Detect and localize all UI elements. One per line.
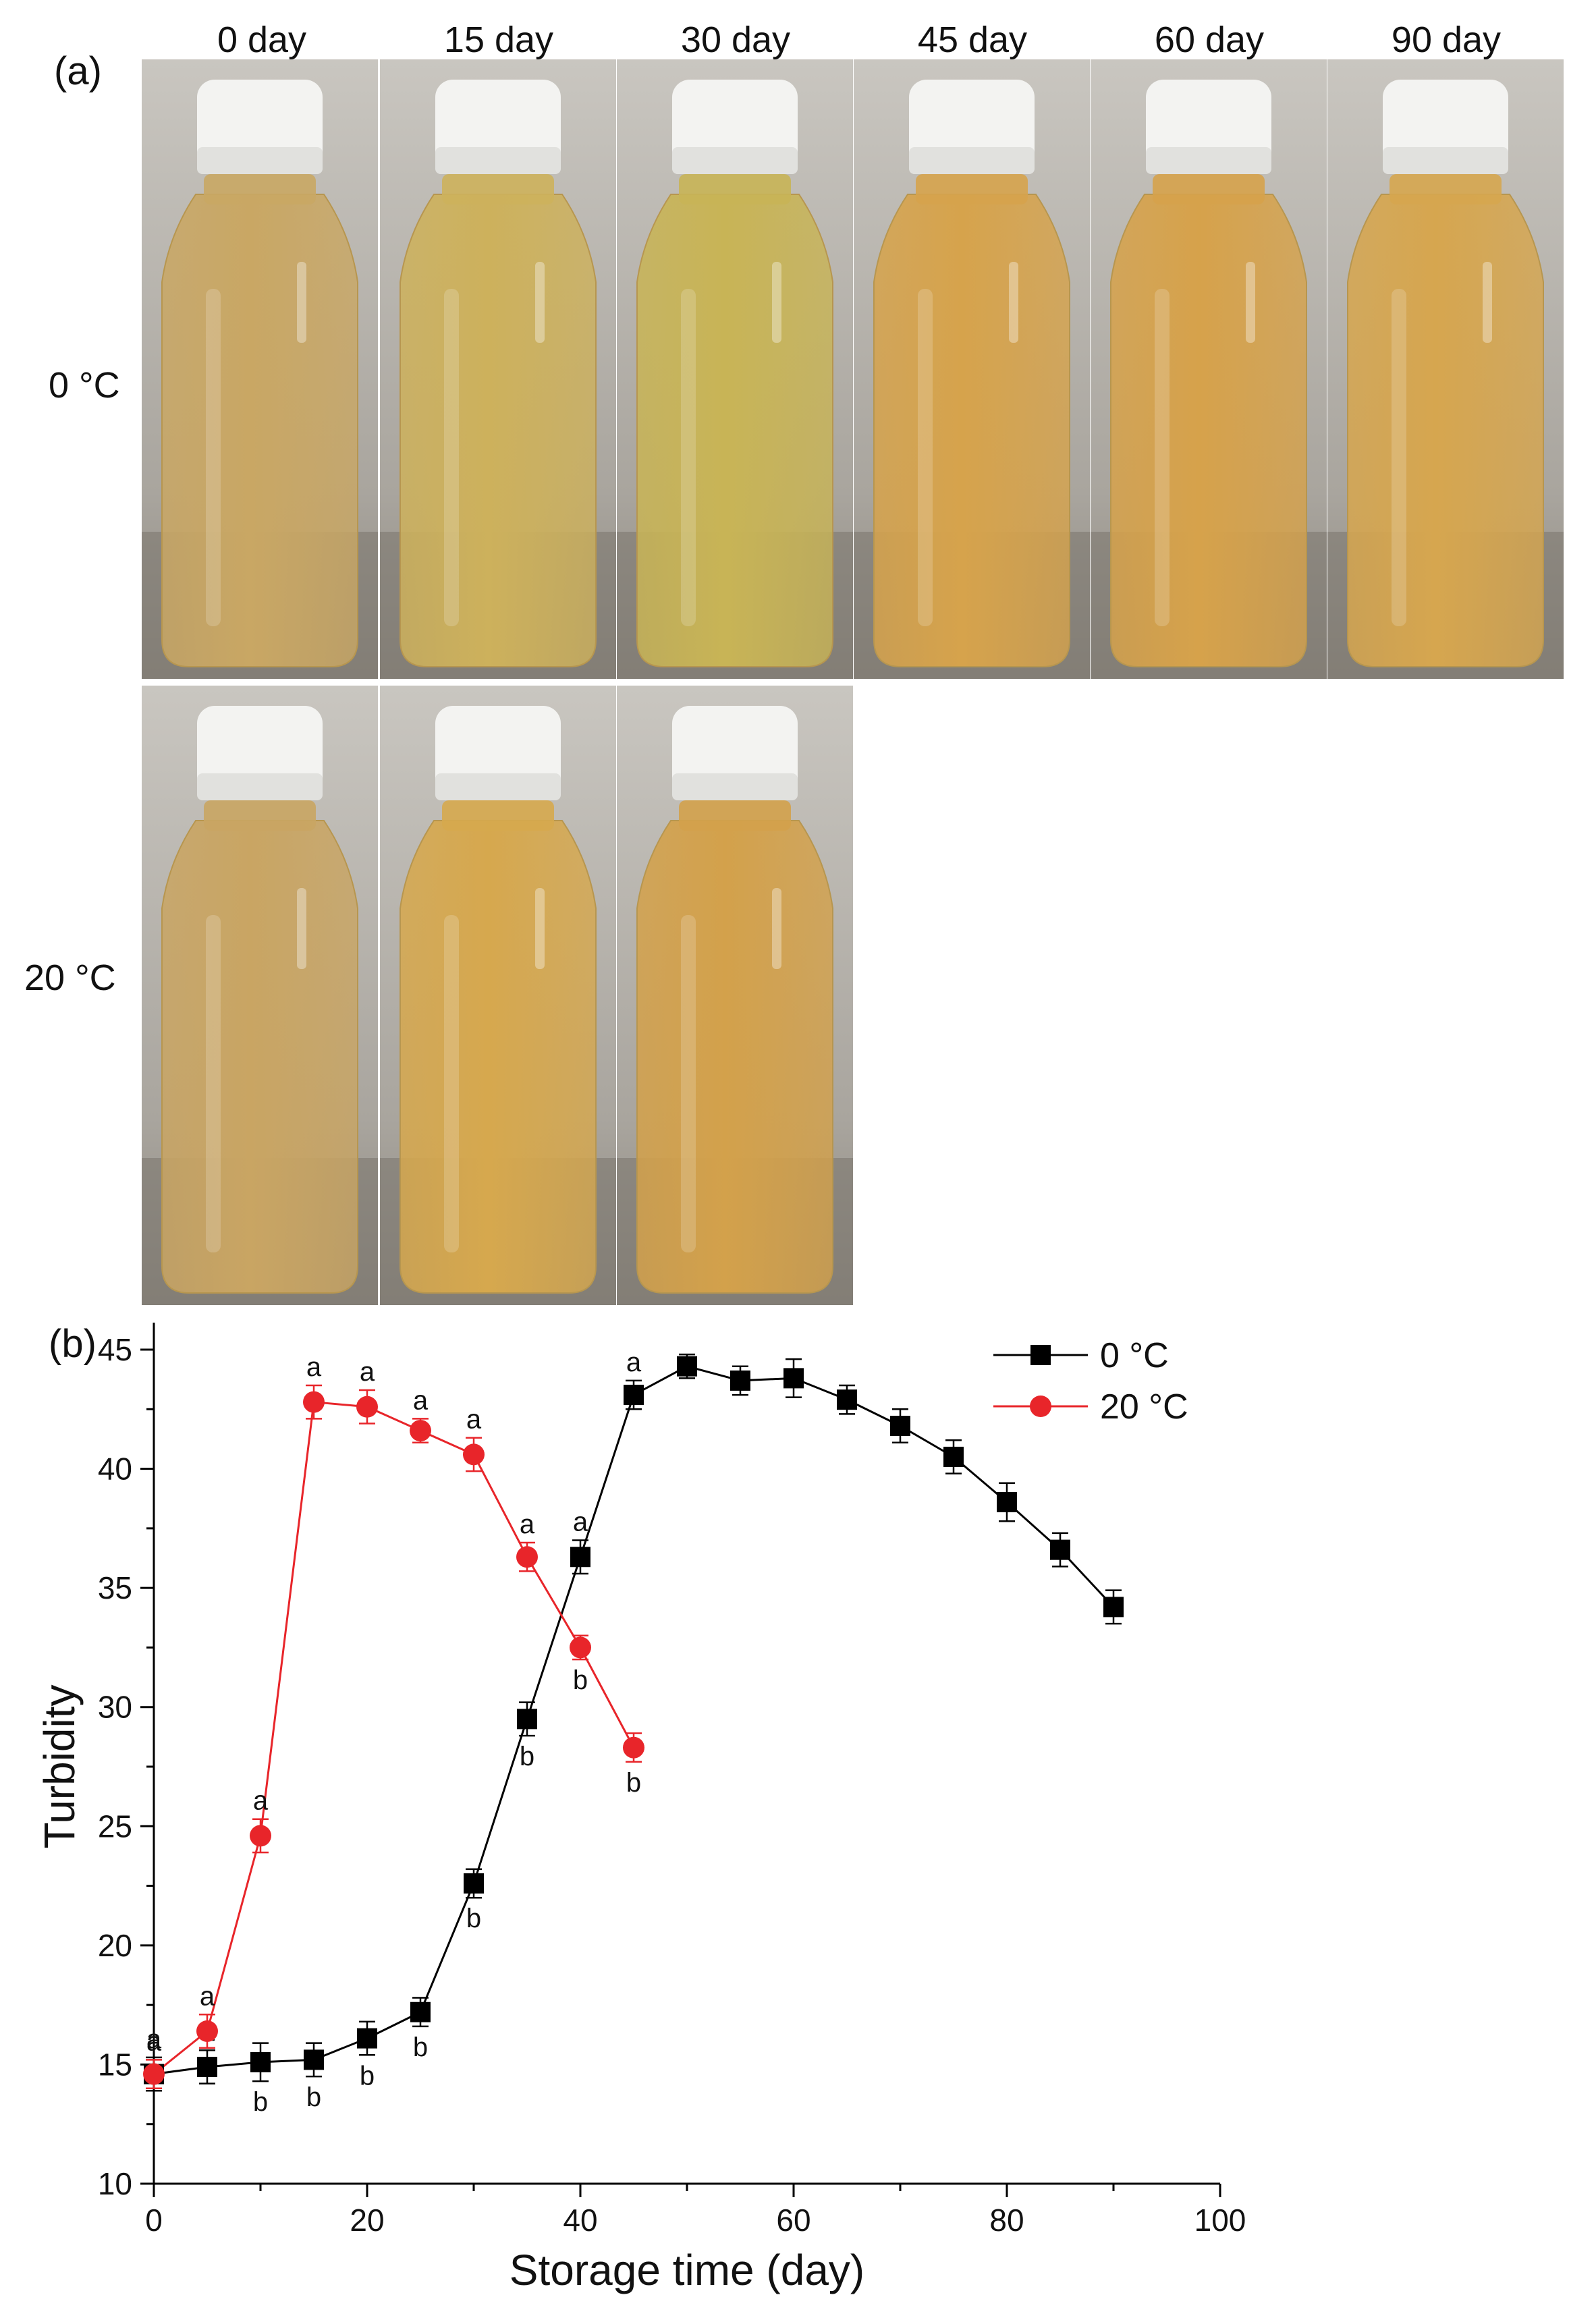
x-tick-label: 40 [563,2203,597,2238]
column-header-5: 90 day [1391,20,1502,60]
data-point-square [890,1416,910,1437]
significance-letter: b [413,2033,428,2062]
significance-letter: a [253,1786,269,1816]
bottle-photo-3 [854,59,1090,679]
significance-letter: a [413,1385,429,1415]
significance-letter: b [573,1665,588,1695]
data-point-circle [516,1546,538,1568]
y-tick-label: 35 [98,1570,132,1605]
significance-letter: a [146,2024,162,2054]
x-tick-label: 80 [989,2203,1024,2238]
y-tick-label: 30 [98,1690,132,1725]
x-axis-title: Storage time (day) [510,2246,864,2294]
legend-marker-square [1030,1345,1051,1365]
data-point-square [677,1356,697,1377]
column-header-4: 60 day [1154,20,1265,60]
bottle-photo-0 [142,59,378,679]
data-point-circle [623,1736,644,1759]
significance-letter: b [253,2087,268,2117]
data-point-square [304,2049,324,2070]
column-header-3: 45 day [917,20,1028,60]
y-tick-label: 25 [98,1808,132,1844]
panel-a-label: (a) [54,49,102,93]
significance-letter: a [466,1405,482,1435]
series-line-0 [153,1365,1115,2076]
data-point-circle [250,1825,271,1847]
y-axis-title: Turbidity [35,1684,84,1848]
data-point-square [730,1370,750,1391]
x-tick-label: 0 [145,2203,163,2238]
panel-b-label: (b) [49,1322,97,1366]
data-point-square [570,1547,590,1568]
significance-letter: a [146,2026,162,2056]
data-point-square [464,1873,484,1894]
y-tick-label: 40 [98,1452,132,1487]
data-point-square [410,2001,431,2022]
data-point-circle [463,1443,485,1466]
legend-label-1: 20 °C [1100,1387,1188,1427]
bottle-photo-6 [142,686,378,1305]
x-tick-label: 60 [776,2203,810,2238]
column-header-0: 0 day [217,20,307,60]
data-point-circle [356,1396,378,1418]
significance-letter: a [306,1352,322,1382]
bottle-photo-7 [380,686,616,1305]
data-point-circle [303,1391,325,1413]
significance-letter: b [626,1768,641,1798]
data-point-square [250,2051,271,2072]
bottle-photo-2 [617,59,853,679]
x-tick-label: 20 [350,2203,384,2238]
legend-label-0: 0 °C [1100,1336,1169,1375]
x-tick-label: 100 [1194,2203,1246,2238]
data-point-square [783,1368,804,1389]
significance-letter: a [573,1508,588,1537]
bottle-photo-4 [1091,59,1327,679]
turbidity-line-chart: 0 20 40 60 80 100 10 15 20 25 30 35 40 45 Storage time… [35,1323,1246,2294]
data-point-square [624,1385,644,1406]
data-point-square [1050,1539,1070,1560]
y-tick-label: 15 [98,2047,132,2082]
column-header-2: 30 day [680,20,791,60]
significance-letter: b [466,1904,481,1933]
significance-letter: a [360,1357,375,1387]
significance-letter: b [360,2061,375,2091]
row-label-0c: 0 °C [49,365,120,406]
significance-letter: a [200,1981,215,2011]
bottle-photo-8 [617,686,853,1305]
row-label-20c: 20 °C [24,958,116,998]
series-line-1 [153,1401,635,2075]
data-point-square [997,1492,1017,1513]
legend-marker-circle [1030,1396,1051,1417]
column-header-1: 15 day [443,20,554,60]
data-point-circle [410,1420,431,1442]
significance-letter: a [626,1348,642,1377]
data-point-square [517,1709,537,1730]
bottle-photo-5 [1327,59,1564,679]
y-tick-label: 45 [98,1332,132,1367]
y-tick-label: 10 [98,2166,132,2201]
significance-letter: b [306,2082,321,2112]
data-point-circle [143,2063,165,2085]
data-point-square [1103,1597,1124,1618]
data-point-square [357,2028,377,2049]
y-tick-label: 20 [98,1928,132,1963]
significance-letter: a [520,1510,535,1539]
data-point-square [197,2056,217,2077]
data-point-circle [570,1636,591,1659]
data-point-square [943,1446,964,1467]
bottle-photo-1 [380,59,616,679]
data-point-circle [196,2020,218,2042]
data-point-square [837,1389,857,1410]
significance-letter: b [520,1742,534,1771]
